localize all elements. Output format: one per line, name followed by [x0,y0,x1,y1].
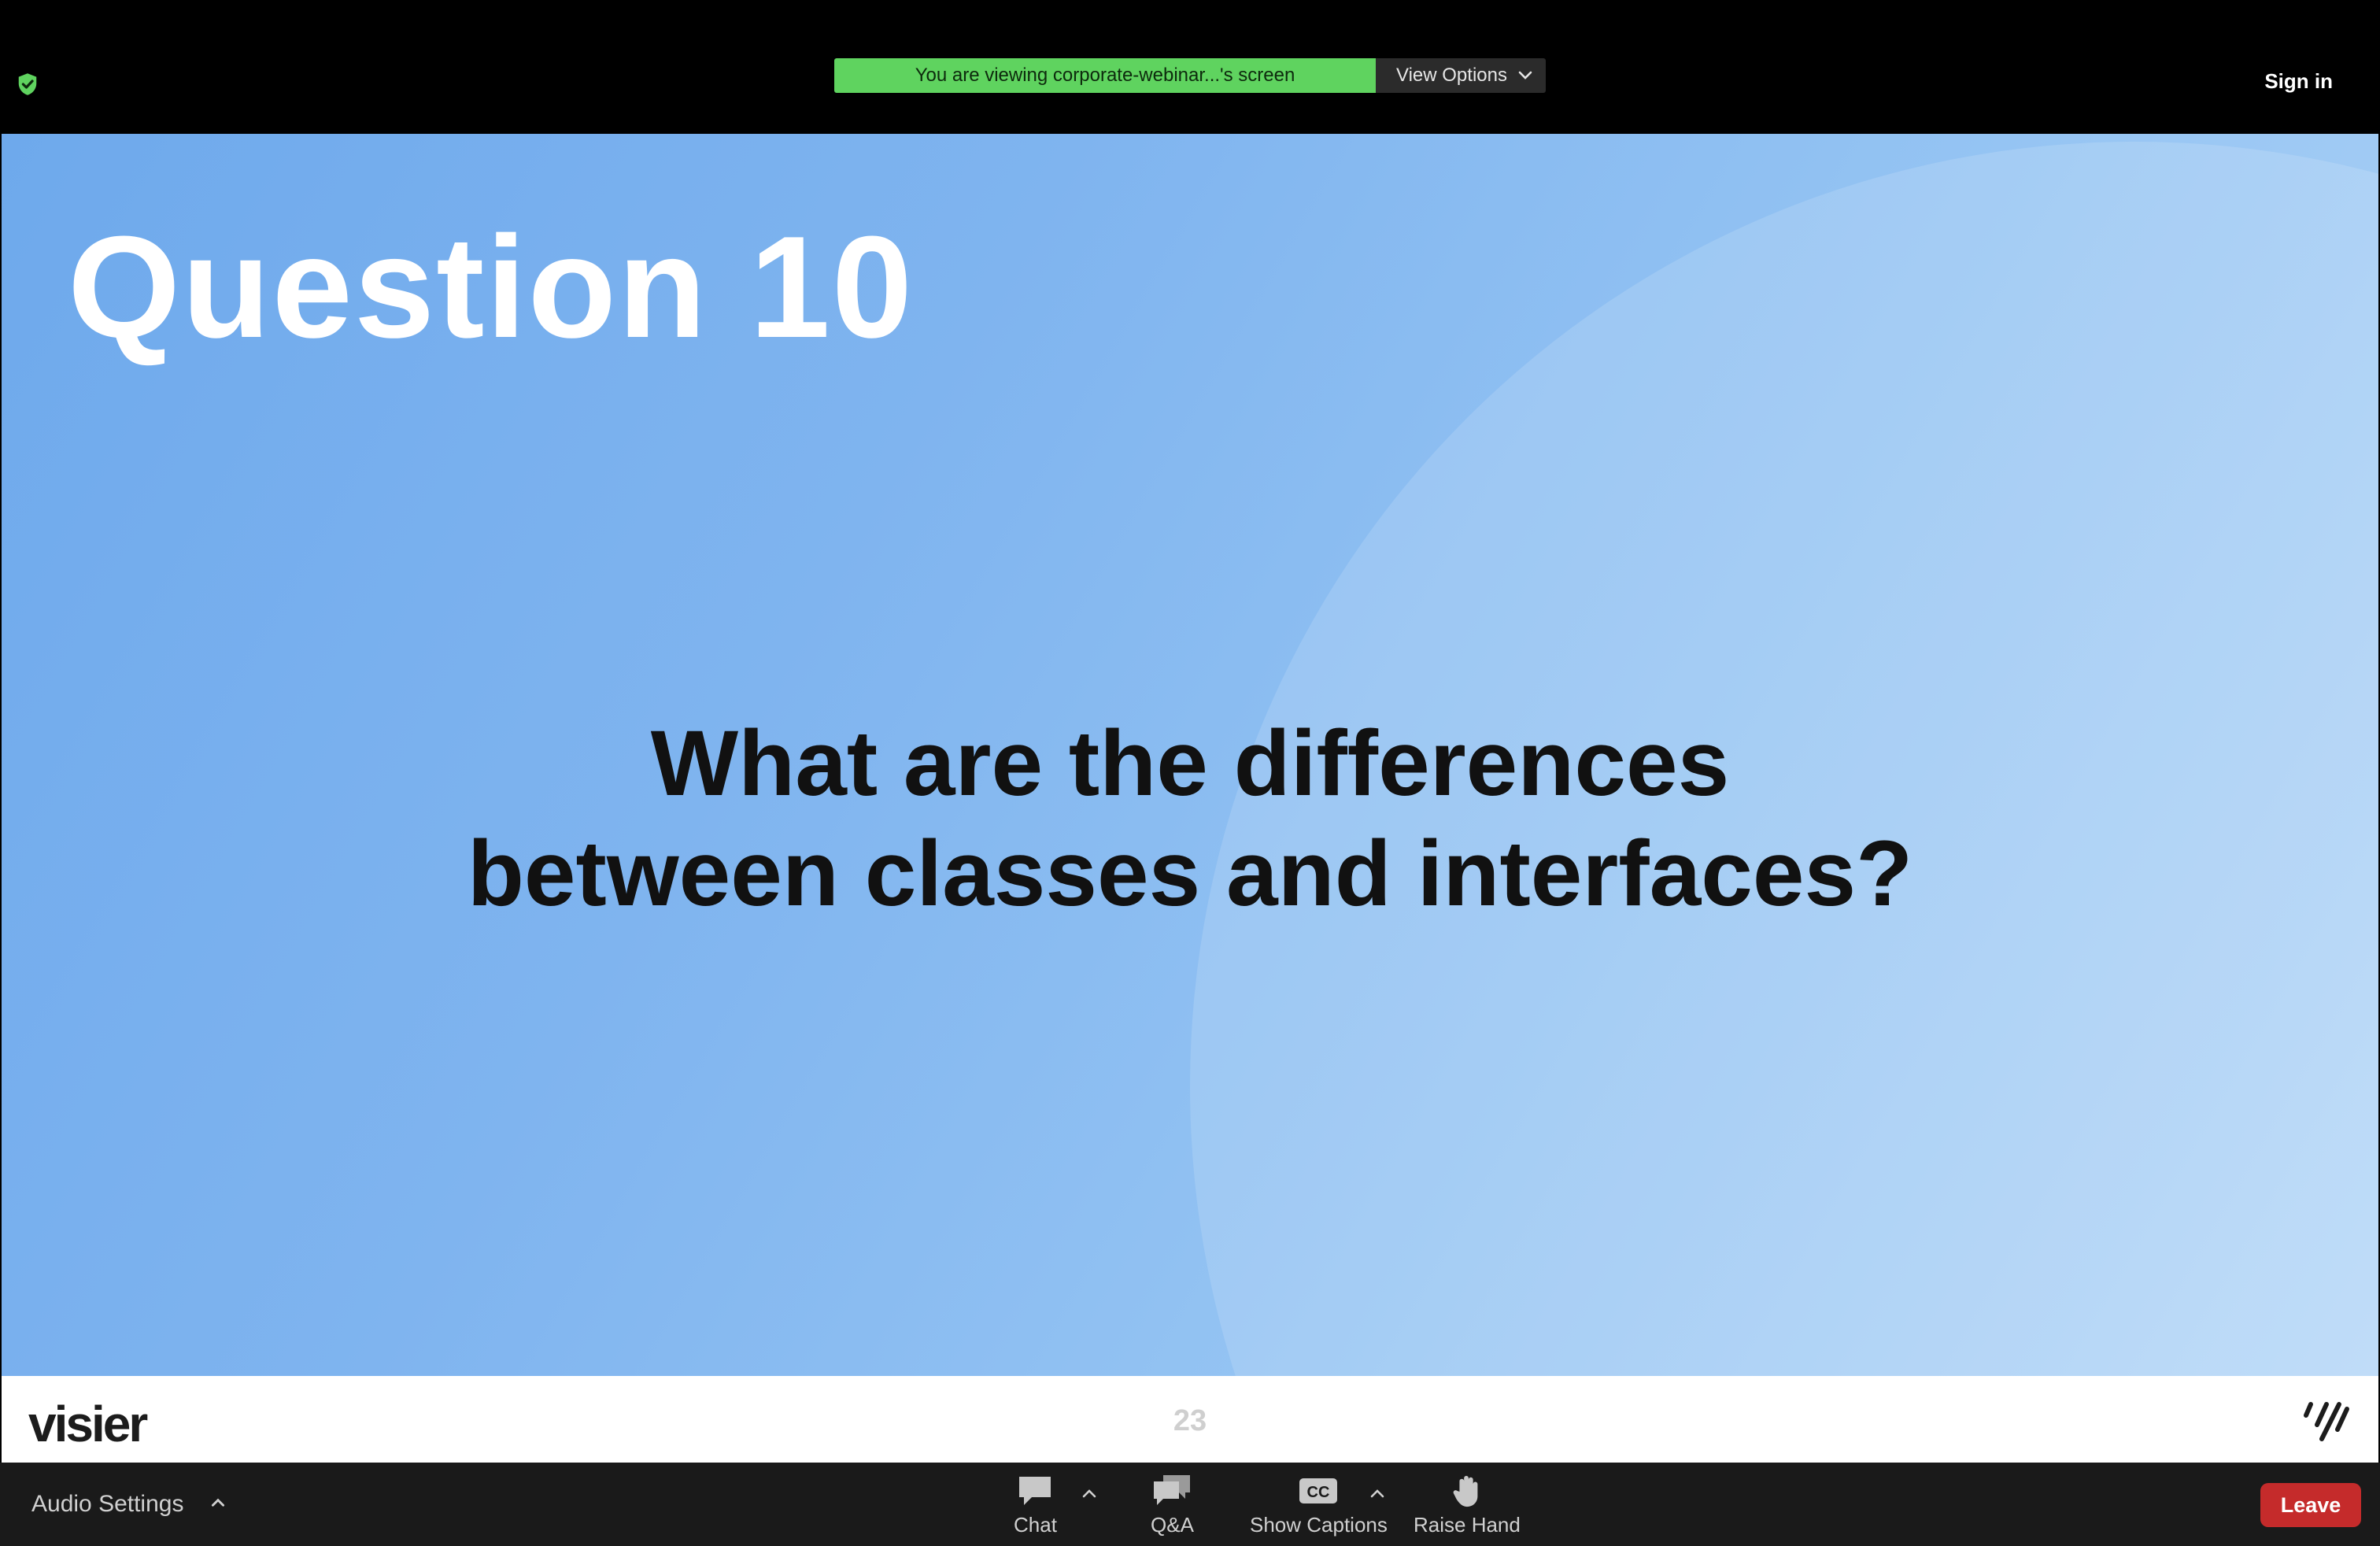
show-captions-button[interactable]: CC Show Captions [1250,1474,1388,1537]
brand-logo: visier [28,1396,148,1452]
caret-up-icon[interactable] [209,1494,227,1511]
chevron-down-icon [1518,71,1532,80]
slide-footer: visier 23 [2,1376,2378,1463]
show-captions-label: Show Captions [1250,1513,1388,1537]
qa-label: Q&A [1151,1513,1194,1537]
chat-label: Chat [1014,1513,1057,1537]
chat-button[interactable]: Chat [1014,1474,1057,1537]
question-line-1: What are the differences [650,712,1730,816]
raise-hand-icon [1453,1475,1478,1507]
raise-hand-button[interactable]: Raise Hand [1414,1474,1521,1537]
question-line-2: between classes and interfaces? [467,822,1913,926]
slide-heading: Question 10 [68,205,915,368]
meeting-toolbar: Audio Settings Chat Q&A CC Show Captions [0,1463,2380,1546]
qa-bubbles-icon [1154,1475,1191,1505]
slide-question: What are the differences between classes… [2,708,2378,929]
view-options-label: View Options [1396,65,1507,86]
qa-button[interactable]: Q&A [1151,1474,1194,1537]
screen-share-banner: You are viewing corporate-webinar...'s s… [834,58,1546,93]
shared-screen-slide: Question 10 What are the differences bet… [2,134,2378,1376]
slide-page-number: 23 [1173,1404,1207,1437]
caret-up-icon[interactable] [1081,1488,1097,1499]
raise-hand-label: Raise Hand [1414,1513,1521,1537]
cc-icon: CC [1299,1478,1338,1503]
chat-bubble-icon [1019,1477,1051,1505]
brand-mark-icon [2304,1402,2349,1441]
cc-badge-text: CC [1307,1484,1330,1501]
share-status-text: You are viewing corporate-webinar...'s s… [834,58,1376,93]
caret-up-icon[interactable] [1369,1488,1385,1499]
sign-in-button[interactable]: Sign in [2264,69,2333,93]
audio-settings-button[interactable]: Audio Settings [31,1491,184,1517]
leave-button[interactable]: Leave [2260,1483,2361,1527]
meeting-top-bar: You are viewing corporate-webinar...'s s… [0,0,2380,132]
view-options-button[interactable]: View Options [1376,58,1546,93]
shield-check-icon[interactable] [16,72,39,96]
